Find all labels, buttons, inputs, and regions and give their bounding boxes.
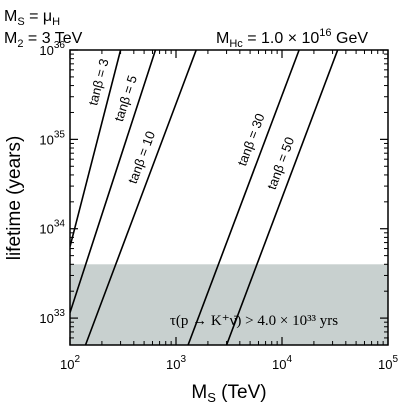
excluded-region-label: τ(p → K⁺ν̄) > 4.0 × 10³³ yrs	[170, 313, 338, 329]
x-axis-title: MS (TeV)	[191, 382, 266, 405]
series-line-1	[70, 50, 122, 247]
series-label-3: tanβ = 10	[125, 129, 158, 186]
y-tick-label-0: 1033	[39, 308, 65, 326]
x-tick-label-0: 102	[60, 354, 80, 372]
series-line-4	[187, 50, 300, 345]
series-line-2	[70, 50, 157, 313]
x-tick-label-1: 103	[166, 354, 186, 372]
series-label-5: tanβ = 50	[264, 135, 297, 192]
excluded-region-band	[70, 264, 388, 345]
y-tick-label-3: 1036	[39, 40, 65, 58]
header-ms-equals-muh: MS = μH	[4, 8, 60, 28]
y-tick-label-2: 1035	[39, 129, 65, 147]
series-line-5	[225, 50, 339, 345]
x-tick-label-3: 105	[378, 354, 398, 372]
y-tick-label-1: 1034	[39, 219, 65, 237]
header-m2-value: M2 = 3 TeV	[4, 30, 83, 50]
series-label-2: tanβ = 5	[111, 73, 140, 123]
header-mhc-value: MHc = 1.0 × 1016 GeV	[216, 27, 368, 50]
x-tick-label-2: 104	[272, 354, 292, 372]
plot-frame	[69, 49, 389, 346]
series-line-3	[84, 50, 197, 345]
y-axis-title: lifetime (years)	[4, 136, 25, 261]
series-label-4: tanβ = 30	[234, 111, 267, 168]
